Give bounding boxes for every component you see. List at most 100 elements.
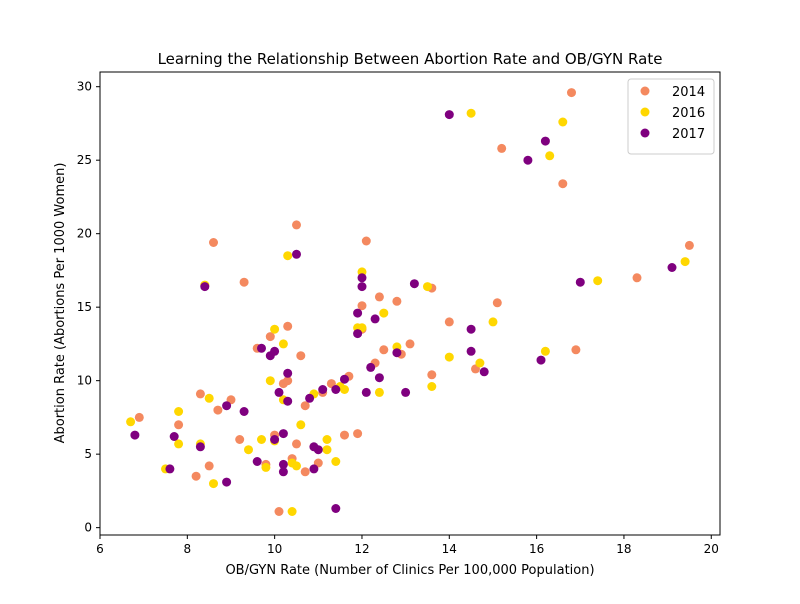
data-point (340, 385, 349, 394)
y-axis-ticks: 0 5 10 15 20 25 30 (77, 80, 100, 535)
x-axis-ticks: 6 8 10 12 14 16 18 20 (96, 535, 719, 556)
x-tick-label: 20 (704, 542, 719, 556)
data-point (667, 263, 677, 272)
data-point (270, 324, 280, 334)
data-point (374, 292, 384, 302)
data-point (292, 249, 301, 259)
data-point (632, 273, 642, 283)
data-point (292, 439, 301, 449)
legend-marker (640, 128, 650, 138)
data-point (200, 282, 210, 292)
legend-marker (640, 107, 650, 117)
data-point (174, 420, 184, 430)
data-point (195, 442, 205, 452)
data-point (475, 358, 485, 368)
data-point (313, 445, 323, 455)
data-point (134, 412, 144, 422)
data-point (300, 401, 310, 411)
data-point (401, 387, 411, 397)
data-point (545, 151, 555, 161)
data-point (523, 155, 533, 165)
data-point (235, 435, 245, 444)
data-point (278, 459, 288, 469)
data-point (239, 407, 249, 416)
data-point (374, 387, 384, 397)
data-point (300, 467, 310, 477)
data-point (567, 88, 576, 98)
plot-area-frame (99, 71, 721, 536)
data-point (558, 117, 568, 127)
data-point (195, 389, 205, 399)
data-point (174, 407, 184, 416)
data-point (680, 257, 690, 267)
data-point (571, 345, 581, 355)
x-tick-label: 18 (616, 542, 631, 556)
data-point (283, 376, 293, 386)
data-point (331, 457, 341, 466)
data-point (536, 355, 546, 365)
x-tick-label: 6 (96, 542, 104, 556)
y-tick-label: 20 (77, 227, 92, 241)
data-point (409, 279, 419, 289)
data-point (479, 367, 489, 377)
data-point (444, 110, 454, 120)
data-point (340, 374, 349, 384)
data-point (444, 352, 454, 362)
data-point (292, 220, 301, 230)
data-point (427, 382, 437, 391)
data-point (265, 376, 275, 386)
data-point (379, 345, 389, 355)
data-point (204, 393, 214, 403)
data-point (331, 504, 341, 513)
data-point (497, 143, 507, 153)
data-point (265, 332, 275, 342)
y-tick-label: 0 (84, 521, 92, 535)
data-point (130, 430, 140, 440)
data-point (191, 471, 201, 481)
y-tick-label: 10 (77, 374, 92, 388)
data-point (278, 467, 288, 477)
data-point (361, 236, 371, 246)
data-point (292, 461, 301, 471)
data-point (322, 435, 332, 444)
data-point (305, 393, 315, 403)
y-tick-label: 30 (77, 80, 92, 94)
data-point (370, 314, 380, 324)
data-point (593, 276, 603, 286)
data-point (257, 343, 266, 353)
x-axis-label: OB/GYN Rate (Number of Clinics Per 100,0… (225, 563, 594, 578)
data-point (357, 301, 367, 311)
data-point (357, 282, 367, 292)
data-point (558, 179, 568, 189)
data-point (331, 385, 341, 394)
data-point (283, 251, 293, 261)
data-point (361, 387, 371, 397)
data-point (283, 368, 293, 378)
data-point (423, 282, 432, 292)
data-point (540, 346, 550, 356)
y-axis-label: Abortion Rate (Abortions Per 1000 Women) (53, 163, 68, 444)
data-point (353, 329, 363, 339)
data-point (213, 405, 223, 415)
data-point (392, 296, 402, 306)
data-points (126, 88, 694, 516)
legend-box (627, 78, 715, 155)
data-point (204, 461, 214, 471)
data-point (270, 435, 280, 444)
data-point (222, 477, 232, 487)
x-tick-label: 12 (354, 542, 369, 556)
data-point (257, 435, 266, 444)
data-point (427, 370, 437, 380)
chart-title: Learning the Relationship Between Aborti… (158, 50, 663, 68)
x-tick-label: 14 (442, 542, 457, 556)
data-point (379, 308, 389, 318)
data-point (296, 420, 306, 430)
data-point (244, 445, 253, 455)
data-point (357, 273, 367, 283)
data-point (169, 432, 179, 441)
data-point (209, 238, 218, 247)
data-point (322, 445, 332, 455)
data-point (575, 277, 585, 287)
data-point (340, 430, 349, 440)
